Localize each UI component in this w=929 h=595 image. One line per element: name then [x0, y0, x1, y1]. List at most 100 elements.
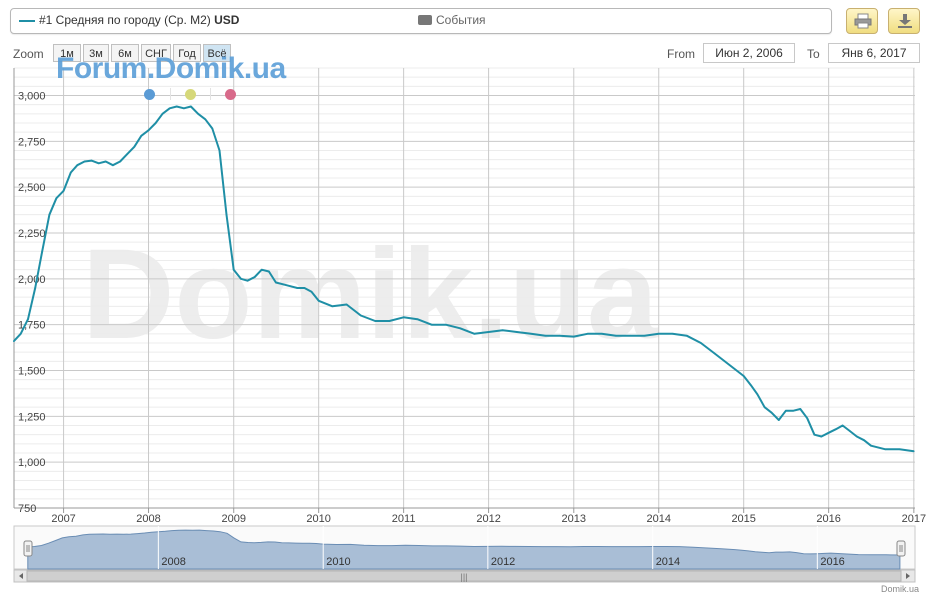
navigator-handle-right[interactable] [896, 540, 906, 557]
series-line-swatch [19, 19, 35, 22]
scrollbar-grip: ||| [460, 572, 467, 582]
navigator-area [27, 529, 901, 570]
from-date-input[interactable]: Июн 2, 2006 [703, 43, 795, 63]
x-tick-label: 2008 [136, 513, 160, 525]
series-point [388, 320, 391, 322]
series-point [360, 314, 362, 317]
zoom-button-6m[interactable]: 6м [111, 44, 139, 62]
series-point [558, 334, 561, 337]
series-point [657, 333, 660, 335]
series-point [112, 164, 114, 166]
series-point [487, 331, 490, 333]
printer-icon [854, 13, 872, 29]
series-point [685, 334, 688, 337]
legend-events-label: События [436, 13, 486, 27]
zoom-button-all[interactable]: Всё [203, 44, 231, 62]
series-point [275, 281, 277, 284]
zoom-button-1m[interactable]: 1м [53, 44, 81, 62]
series-point [161, 113, 164, 115]
series-point [154, 122, 157, 124]
series-point [296, 287, 299, 289]
watermark-text: Domik.ua [82, 223, 659, 366]
series-point [728, 364, 731, 366]
x-tick-label: 2012 [476, 513, 500, 525]
series-point [133, 146, 136, 148]
series-point [289, 285, 292, 288]
series-point [97, 162, 100, 165]
navigator-year-label: 2014 [656, 556, 680, 568]
series-point [516, 331, 518, 333]
series-point [763, 406, 766, 409]
legend-series-unit: USD [214, 13, 240, 27]
print-button[interactable] [846, 8, 878, 34]
series-point [835, 428, 837, 431]
series-point [253, 276, 256, 278]
x-tick-label: 2013 [562, 513, 586, 525]
logo-dot-blue [144, 89, 155, 100]
series-point [48, 213, 51, 216]
series-point [183, 107, 185, 110]
series-point [643, 334, 646, 337]
y-tick-label: 3,000 [18, 91, 46, 103]
navigator-year-label: 2016 [820, 556, 844, 568]
download-button[interactable] [888, 8, 920, 34]
to-date-input[interactable]: Янв 6, 2017 [828, 43, 920, 63]
zoom-label: Zoom [13, 47, 44, 61]
scroll-right-arrow-icon[interactable] [906, 573, 910, 579]
series-point [913, 450, 915, 453]
series-point [345, 303, 348, 306]
navigator-year-label: 2010 [326, 556, 350, 568]
series-point [402, 316, 405, 319]
series-point [211, 127, 214, 130]
series-point [175, 105, 178, 108]
series-point [83, 160, 86, 163]
x-tick-label: 2016 [816, 513, 840, 525]
series-point [501, 329, 504, 332]
legend-bar: #1 Средняя по городу (Ср. М2) USD Событи… [10, 8, 832, 34]
y-tick-label: 2,500 [18, 182, 46, 194]
y-tick-label: 750 [18, 503, 36, 515]
y-tick-label: 1,500 [18, 366, 46, 378]
scroll-left-arrow-icon[interactable] [19, 573, 23, 579]
series-point [770, 411, 773, 414]
series-point [742, 375, 745, 377]
legend-item-events[interactable]: События [418, 13, 486, 27]
x-tick-label: 2010 [306, 513, 330, 525]
series-point [90, 159, 93, 162]
legend-item-series[interactable]: #1 Средняя по городу (Ср. М2) USD [19, 13, 239, 27]
series-point [700, 342, 702, 344]
series-point [714, 353, 717, 355]
series-point [147, 129, 150, 132]
x-tick-label: 2015 [731, 513, 755, 525]
series-point [331, 305, 334, 308]
y-tick-label: 2,750 [18, 136, 46, 148]
series-point [785, 410, 787, 412]
forum-logo[interactable]: Forum.Domik.ua [56, 52, 286, 85]
scrollbar-thumb[interactable] [26, 570, 902, 582]
zoom-button-3m[interactable]: 3м [83, 44, 109, 62]
series-point [473, 333, 476, 335]
series-point [282, 283, 284, 286]
series-point [374, 320, 377, 322]
series-point [260, 268, 263, 271]
zoom-button-year[interactable]: Год [173, 44, 201, 62]
legend-series-name: #1 Средняя по городу (Ср. М2) [39, 13, 211, 27]
navigator-handle-left[interactable] [23, 540, 33, 557]
series-point [600, 333, 603, 335]
series-point [671, 333, 674, 335]
from-label: From [667, 47, 695, 61]
series-point [820, 435, 823, 438]
series-point [799, 408, 802, 410]
series-point [126, 153, 128, 155]
series-point [430, 323, 433, 326]
series-point [813, 433, 816, 436]
y-tick-label: 2,000 [18, 274, 46, 286]
series-point [70, 171, 72, 174]
series-point [232, 268, 235, 271]
series-point [76, 164, 79, 166]
y-tick-label: 2,250 [18, 228, 46, 240]
credit-link[interactable]: Domik.ua [880, 584, 919, 594]
series-point [445, 323, 447, 326]
series-point [856, 435, 858, 438]
zoom-button-ytd[interactable]: СНГ [141, 44, 171, 62]
